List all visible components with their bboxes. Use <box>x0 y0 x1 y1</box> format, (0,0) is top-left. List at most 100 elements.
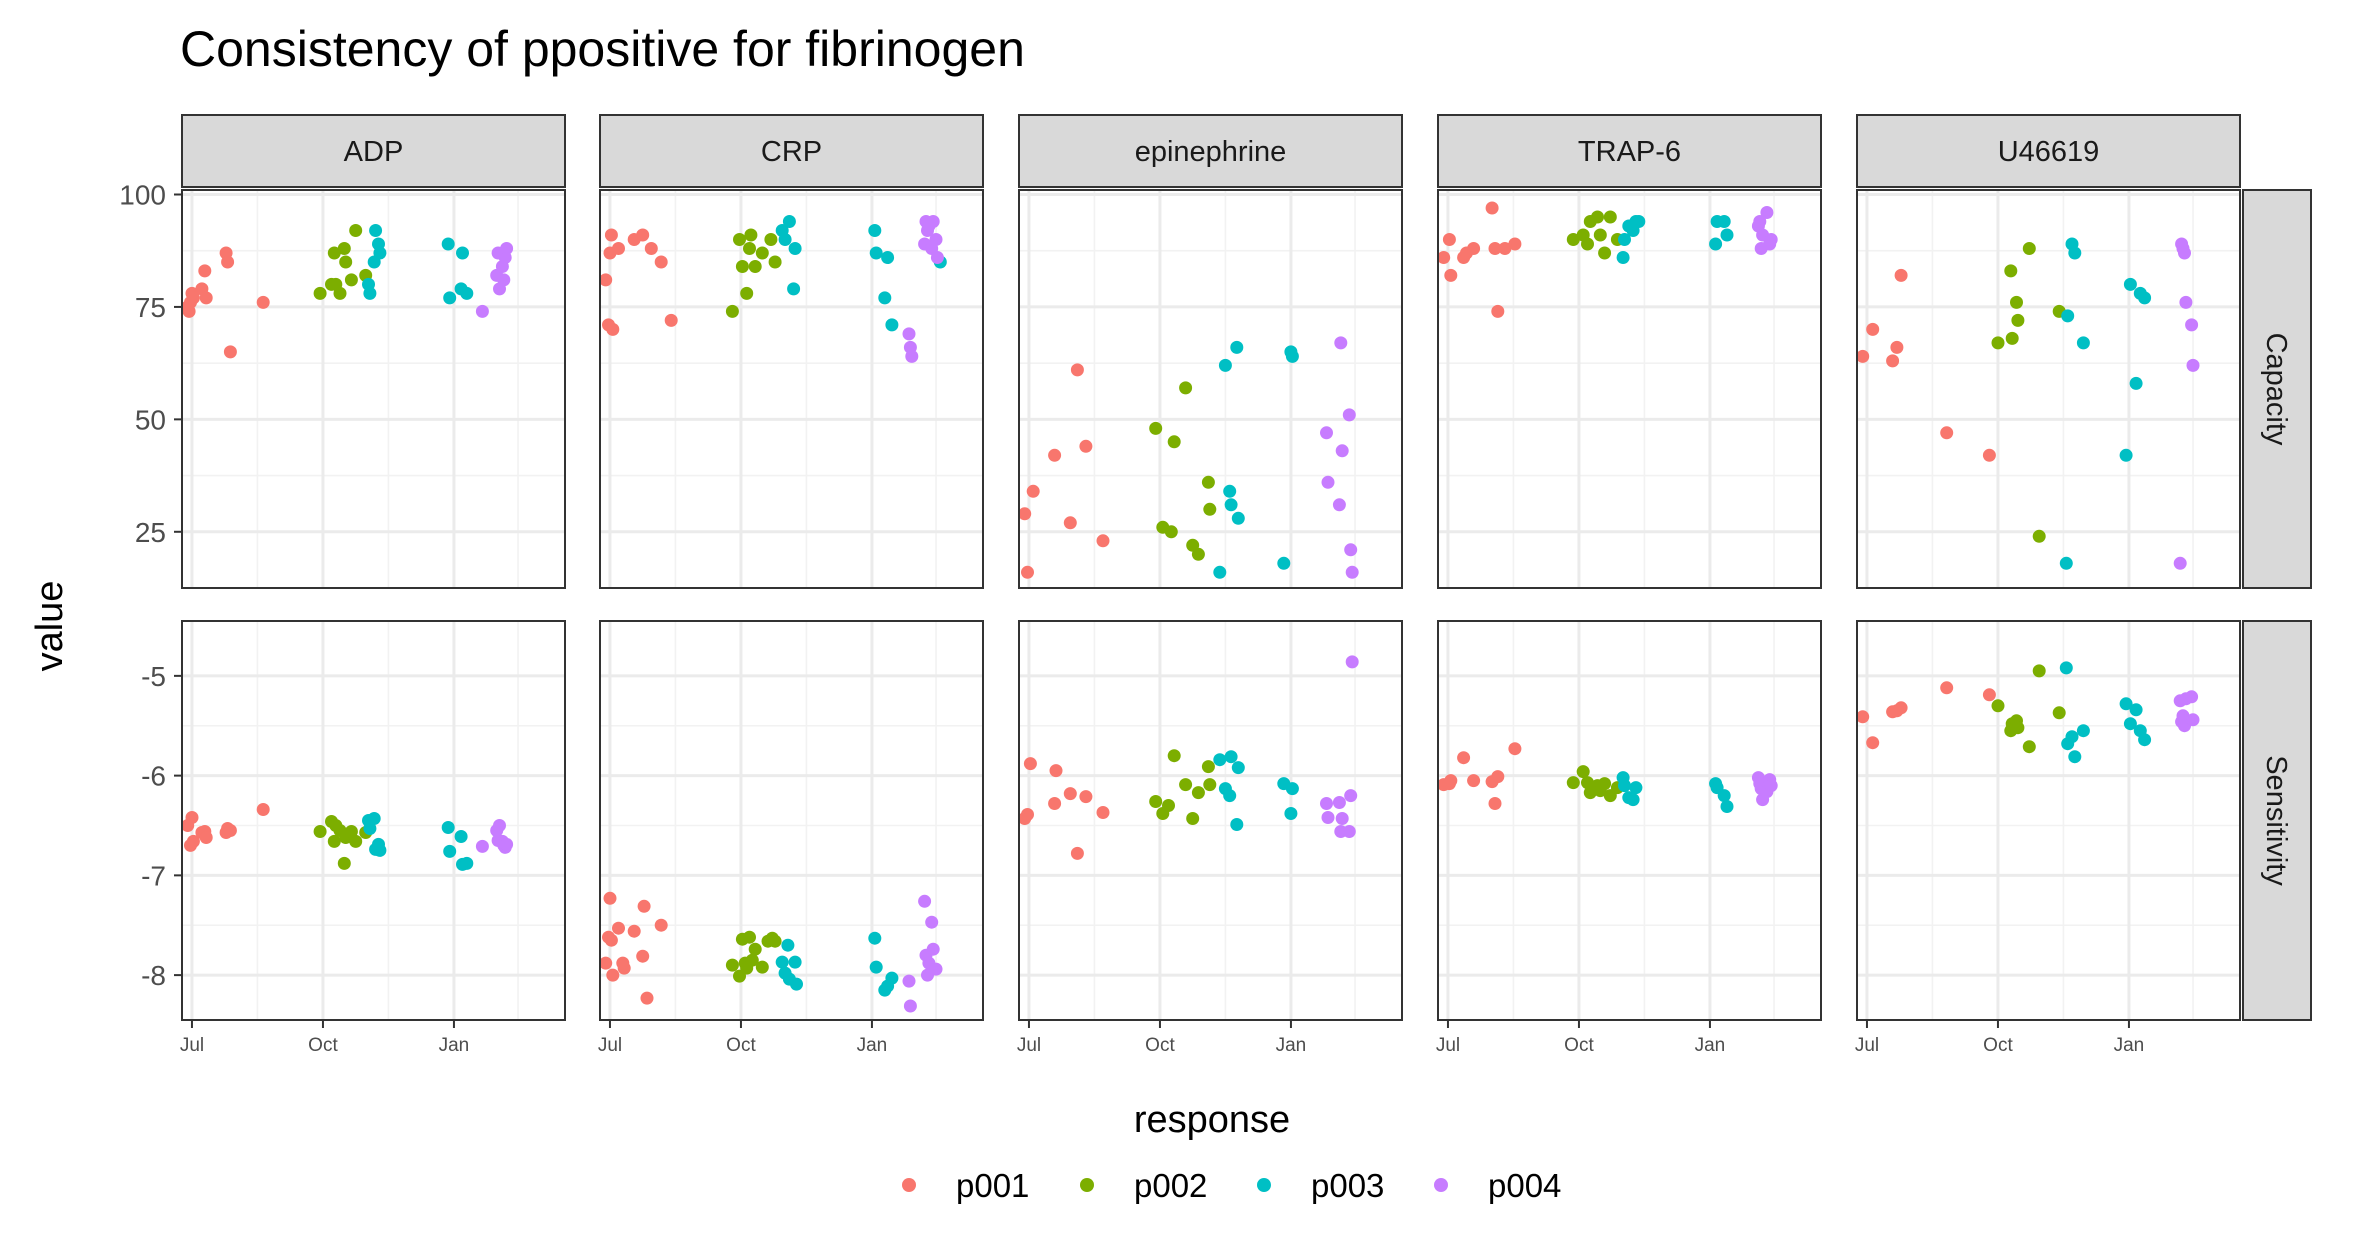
panel-capacity-epinephrine <box>1018 189 1403 589</box>
point-p001 <box>1457 751 1471 765</box>
point-p002 <box>1603 210 1617 224</box>
point-p001 <box>1021 808 1034 821</box>
point-p001 <box>1096 534 1110 548</box>
point-p001 <box>1063 787 1077 801</box>
point-p004 <box>1321 475 1335 489</box>
point-p001 <box>256 803 270 816</box>
point-p002 <box>2032 529 2046 543</box>
point-p001 <box>1070 363 1084 377</box>
point-p001 <box>1886 354 1900 368</box>
point-p004 <box>500 242 514 255</box>
point-p001 <box>1982 688 1996 702</box>
point-p002 <box>349 224 363 237</box>
point-p003 <box>1720 800 1734 813</box>
panel-border <box>599 620 984 1021</box>
point-p002 <box>344 825 358 838</box>
point-p002 <box>1167 749 1181 763</box>
point-p001 <box>186 834 200 848</box>
point-p004 <box>1344 543 1358 557</box>
point-p001 <box>1437 251 1451 264</box>
column-strip-adp: ADP <box>181 114 566 188</box>
point-p001 <box>1079 790 1093 804</box>
point-p004 <box>903 999 917 1013</box>
point-p002 <box>1566 233 1580 246</box>
panel-capacity-trap-6 <box>1437 189 1822 589</box>
point-p001 <box>1444 774 1458 788</box>
panel-border <box>1018 620 1403 1021</box>
point-p003 <box>1223 484 1237 498</box>
point-p003 <box>373 843 387 857</box>
point-p001 <box>604 228 618 242</box>
point-p003 <box>868 224 882 237</box>
row-strip-background <box>2242 620 2312 1021</box>
point-p001 <box>1982 448 1996 462</box>
row-strip-label: Capacity <box>2260 333 2292 446</box>
point-p003 <box>1285 782 1299 796</box>
row-strip-background <box>2242 189 2312 589</box>
point-p003 <box>1213 565 1227 579</box>
point-p002 <box>755 960 769 974</box>
column-strip-background <box>1437 114 1822 188</box>
point-p004 <box>929 962 943 976</box>
point-p004 <box>926 942 940 956</box>
point-p001 <box>1063 516 1077 530</box>
point-p001 <box>1079 439 1093 453</box>
point-p004 <box>2186 358 2200 372</box>
point-p003 <box>363 822 377 835</box>
point-p003 <box>788 242 802 255</box>
point-p004 <box>2185 318 2199 332</box>
point-p002 <box>2005 331 2019 345</box>
point-p003 <box>1224 498 1238 512</box>
point-p001 <box>599 956 613 970</box>
point-p003 <box>1231 761 1245 775</box>
point-p004 <box>902 327 916 341</box>
point-p003 <box>2065 730 2079 744</box>
point-p002 <box>337 856 351 870</box>
point-p003 <box>2059 661 2073 675</box>
point-p001 <box>636 949 650 963</box>
point-p002 <box>1576 765 1590 779</box>
point-p001 <box>644 242 658 255</box>
point-p002 <box>755 246 769 260</box>
point-p003 <box>367 812 381 825</box>
point-p003 <box>2138 291 2152 305</box>
point-p003 <box>2138 733 2152 747</box>
point-p002 <box>2011 313 2025 327</box>
panel-background <box>1019 190 1402 588</box>
point-p003 <box>1717 215 1731 228</box>
point-p004 <box>1345 565 1359 579</box>
legend-label: p003 <box>1311 1167 1384 1204</box>
x-tick-label: Jan <box>857 1035 888 1056</box>
point-p001 <box>1856 349 1870 363</box>
point-p003 <box>363 286 377 300</box>
point-p002 <box>349 834 363 848</box>
point-p004 <box>2178 246 2191 260</box>
legend-entry-p002: p002 <box>1080 1167 1207 1204</box>
point-p001 <box>606 322 620 336</box>
point-p001 <box>1023 757 1037 771</box>
point-p003 <box>373 246 387 260</box>
point-p003 <box>788 955 802 969</box>
point-p003 <box>868 931 882 945</box>
point-p003 <box>1218 358 1232 372</box>
point-p002 <box>1598 246 1612 260</box>
point-p002 <box>2022 740 2036 754</box>
point-p001 <box>199 831 213 844</box>
point-p001 <box>1940 426 1954 440</box>
point-p001 <box>654 918 668 932</box>
point-p004 <box>1332 498 1346 512</box>
point-p003 <box>1230 818 1244 831</box>
panel-sensitivity-crp: Jul Oct Jan <box>598 620 984 1056</box>
point-p002 <box>748 260 762 273</box>
point-p004 <box>1764 233 1778 246</box>
point-p002 <box>768 934 782 948</box>
x-tick-label: Jul <box>598 1035 622 1056</box>
point-p004 <box>475 304 489 318</box>
point-p001 <box>637 899 651 913</box>
y-tick-label: -8 <box>141 960 166 991</box>
point-p003 <box>1616 251 1630 264</box>
point-p004 <box>918 894 932 908</box>
point-p004 <box>905 349 919 363</box>
point-p001 <box>1866 736 1880 750</box>
